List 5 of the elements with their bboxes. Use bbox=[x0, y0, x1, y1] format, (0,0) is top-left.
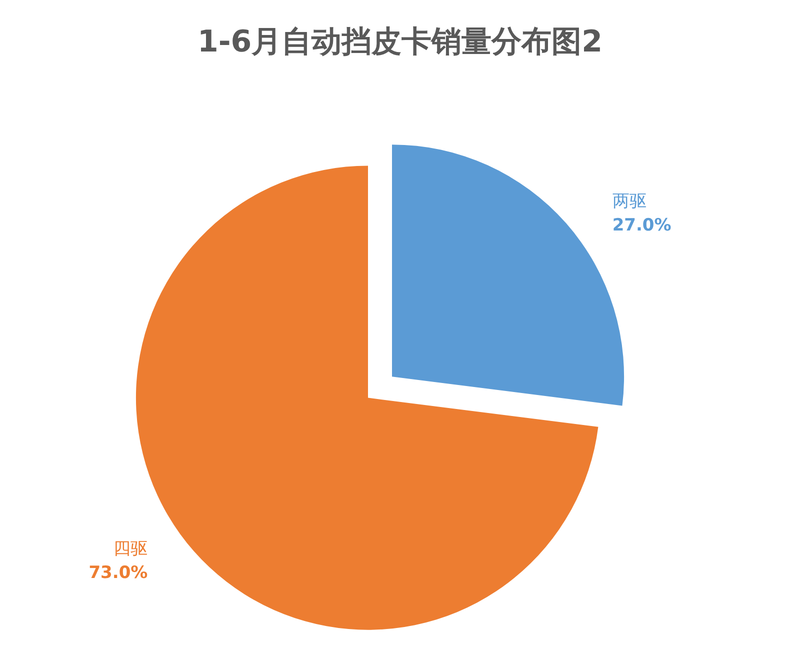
chart-title: 1-6月自动挡皮卡销量分布图2 bbox=[197, 24, 603, 60]
slice-label: 两驱 bbox=[612, 191, 646, 212]
slice-label: 四驱 bbox=[114, 539, 148, 560]
data-label: 27.0% bbox=[612, 215, 672, 236]
data-label: 73.0% bbox=[88, 563, 148, 584]
